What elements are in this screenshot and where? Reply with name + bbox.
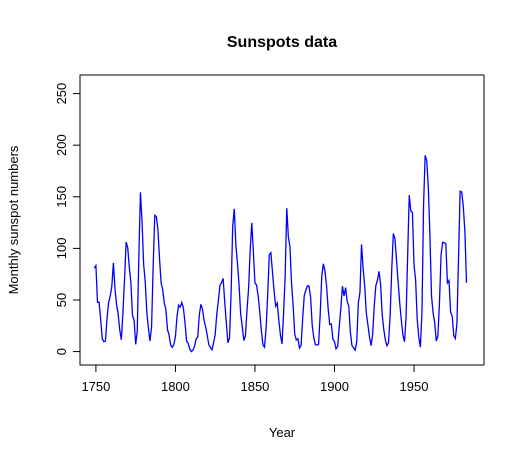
data-line	[93, 155, 468, 353]
x-axis-label: Year	[269, 425, 296, 440]
y-tick-label: 150	[54, 186, 69, 208]
y-tick-label: 0	[54, 348, 69, 355]
x-tick-label: 1950	[400, 379, 429, 394]
y-tick-label: 50	[54, 293, 69, 307]
x-tick-label: 1750	[81, 379, 110, 394]
y-tick-label: 250	[54, 83, 69, 105]
x-tick-label: 1900	[320, 379, 349, 394]
chart-title: Sunspots data	[227, 34, 337, 51]
x-tick-label: 1850	[240, 379, 269, 394]
x-tick-label: 1800	[161, 379, 190, 394]
y-tick-label: 100	[54, 238, 69, 260]
y-axis-label: Monthly sunspot numbers	[6, 145, 21, 294]
y-tick-label: 200	[54, 134, 69, 156]
